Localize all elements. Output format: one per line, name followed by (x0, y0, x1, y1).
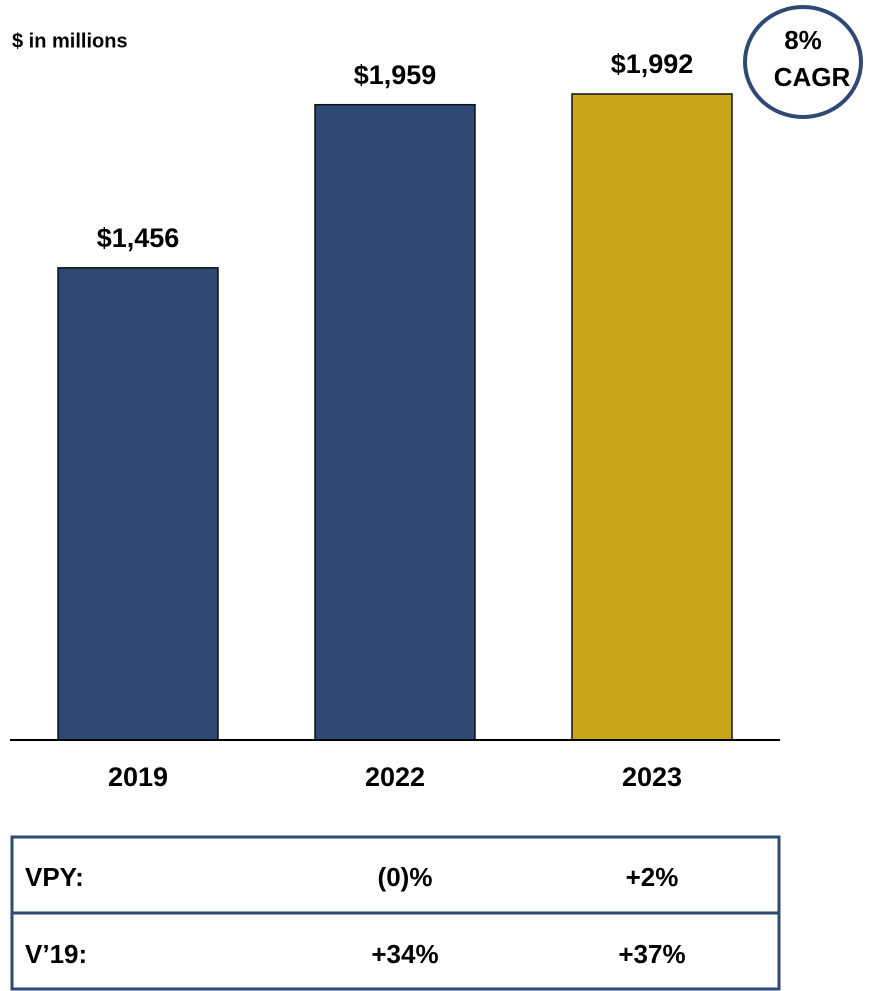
annotation: CAGR (774, 62, 851, 92)
x-tick-label: 2022 (365, 762, 425, 792)
row-label: VPY: (25, 862, 84, 892)
annotation: 8% (784, 25, 822, 55)
value-label: $1,992 (611, 49, 694, 79)
value-label: $1,959 (354, 60, 437, 90)
table-cell: +37% (618, 939, 685, 969)
subtitle: $ in millions (12, 30, 128, 52)
bar (314, 103, 476, 741)
bar (571, 93, 733, 741)
cagr-ellipse (743, 5, 863, 119)
table-cell: +2% (626, 862, 679, 892)
table-cell: (0)% (378, 862, 433, 892)
table-cell: +34% (371, 939, 438, 969)
row-label: V’19: (25, 939, 87, 969)
value-label: $1,456 (97, 223, 180, 253)
x-tick-label: 2019 (108, 762, 168, 792)
x-tick-label: 2023 (622, 762, 682, 792)
bar (57, 267, 219, 741)
